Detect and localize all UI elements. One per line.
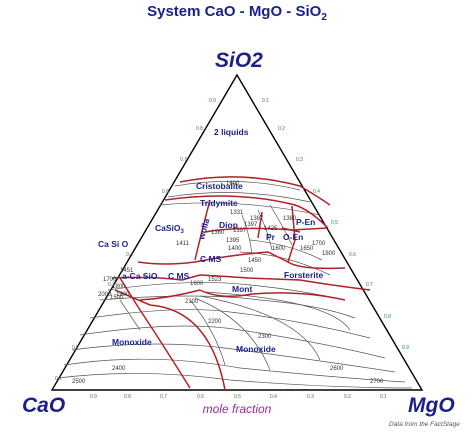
tick-left-0.3: 0.3 [108, 282, 115, 288]
label-forsterite: Forsterite [284, 270, 323, 280]
title-subscript: 2 [321, 12, 327, 23]
label-casio3: CaSiO3 [155, 223, 185, 235]
tick-left-0.1: 0.1 [55, 376, 62, 382]
label-c2ms2: C MS [200, 254, 222, 264]
iso-2500: 2500 [72, 379, 86, 385]
label-o-en: O-En [283, 232, 303, 242]
iso-1380: 1380 [283, 216, 297, 222]
tick-right-0.9: 0.9 [402, 345, 409, 351]
iso-1800-right: 1800 [322, 251, 336, 257]
iso-2100: 2100 [185, 299, 199, 305]
tick-bottom-0.2: 0.2 [344, 394, 351, 400]
label-casio3-sub: 3 [181, 229, 185, 235]
iso-1331: 1331 [230, 210, 244, 216]
tick-left-0.7: 0.7 [180, 157, 187, 163]
tick-bottom-0.7: 0.7 [160, 394, 167, 400]
iso-1425: 1425 [264, 226, 278, 232]
iso-1451: 1451 [120, 268, 134, 274]
iso-1450: 1450 [248, 258, 262, 264]
iso-1387: 1387 [250, 216, 264, 222]
label-casio3-main: CaSiO [155, 223, 181, 233]
phase-labels: 2 liquids Cristobalite Tridymite CaSiO3 … [98, 127, 323, 354]
iso-2600: 2600 [330, 366, 344, 372]
iso-2200: 2200 [208, 319, 222, 325]
triangle-frame [50, 73, 424, 391]
iso-1900: 1900 [116, 292, 130, 298]
label-pr: Pr [266, 232, 276, 242]
iso-1650: 1650 [300, 246, 314, 252]
tick-left-0.4: 0.4 [126, 252, 133, 258]
iso-1397a: 1397 [244, 222, 258, 228]
iso-1400: 1400 [228, 246, 242, 252]
diagram-title: System CaO - MgO - SiO2 [0, 3, 474, 23]
tick-right-0.5: 0.5 [331, 220, 338, 226]
mole-fraction-label: mole fraction [202, 402, 272, 416]
tick-left-0.2: 0.2 [72, 345, 79, 351]
tick-right-0.2: 0.2 [278, 126, 285, 132]
label-monoxide-left: Monoxide [112, 337, 152, 347]
tick-bottom-0.1: 0.1 [380, 394, 387, 400]
iso-1700-right: 1700 [312, 241, 326, 247]
iso-1600-top: 1600 [226, 181, 240, 187]
label-tridymite: Tridymite [200, 198, 238, 208]
tick-right-0.6: 0.6 [349, 252, 356, 258]
tick-right-0.1: 0.1 [262, 98, 269, 104]
iso-1395: 1395 [226, 238, 240, 244]
label-ca3si2o7: Ca Si O [98, 239, 129, 249]
tick-bottom-0.3: 0.3 [307, 394, 314, 400]
iso-1600-mid: 1600 [272, 246, 286, 252]
tick-bottom-0.9: 0.9 [90, 394, 97, 400]
data-credit: Data from the FactStage [389, 421, 460, 428]
label-p-en: P-En [296, 217, 315, 227]
edge-ticks: 0.9 0.8 0.7 0.6 0.4 0.3 0.2 0.1 0.1 0.2 … [55, 98, 409, 400]
tick-right-0.8: 0.8 [384, 314, 391, 320]
tick-left-0.9: 0.9 [209, 98, 216, 104]
iso-1500: 1500 [240, 268, 254, 274]
label-monoxide-right: Monoxide [236, 344, 276, 354]
tick-bottom-0.6: 0.6 [197, 394, 204, 400]
iso-1800-left: 1800 [112, 284, 126, 290]
tick-bottom-0.8: 0.8 [124, 394, 131, 400]
iso-1523: 1523 [208, 277, 222, 283]
iso-2400: 2400 [112, 366, 126, 372]
tick-right-0.3: 0.3 [296, 157, 303, 163]
tick-bottom-0.4: 0.4 [270, 394, 277, 400]
label-a-ca2sio4: a-Ca SiO [122, 271, 158, 281]
title-text: System CaO - MgO - SiO [147, 3, 322, 20]
iso-2000: 2000 [98, 292, 112, 298]
tick-right-0.4: 0.4 [313, 189, 320, 195]
iso-2300: 2300 [258, 334, 272, 340]
iso-1700-left: 1700 [103, 277, 117, 283]
label-c3ms2: C MS [168, 271, 190, 281]
iso-1360: 1360 [211, 230, 225, 236]
corner-cao: CaO [22, 394, 66, 417]
phase-boundaries [111, 176, 371, 391]
label-mont: Mont [232, 284, 252, 294]
label-diop: Diop [219, 220, 238, 230]
iso-1411: 1411 [176, 241, 190, 247]
tick-bottom-0.5: 0.5 [234, 394, 241, 400]
iso-2700: 2700 [370, 379, 384, 385]
corner-mgo: MgO [408, 394, 455, 417]
isotherm-labels: 1600 1380 1331 1397 1387 1411 1397 1425 … [72, 181, 384, 385]
tick-left-0.6: 0.6 [162, 189, 169, 195]
iso-1600-low: 1600 [190, 281, 204, 287]
tick-right-0.7: 0.7 [366, 282, 373, 288]
iso-1500-left: 1500 [110, 295, 124, 301]
corner-sio2: SiO2 [215, 49, 263, 72]
label-cristobalite: Cristobalite [196, 181, 243, 191]
iso-1397b: 1397 [233, 228, 247, 234]
label-2-liquids: 2 liquids [214, 127, 249, 137]
tick-left-0.8: 0.8 [196, 126, 203, 132]
